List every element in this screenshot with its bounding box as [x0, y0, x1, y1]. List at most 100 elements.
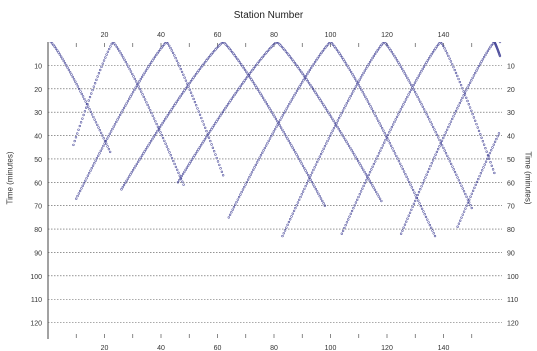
- data-point-series-3-right: [188, 88, 191, 91]
- data-point-series-7-left: [292, 209, 296, 213]
- data-point-series-7-left: [352, 90, 355, 93]
- data-point-series-8-right: [467, 103, 470, 106]
- data-point-series-7-left: [353, 87, 356, 91]
- data-point-series-2-right: [173, 162, 176, 166]
- data-point-series-8-left: [385, 136, 388, 139]
- data-point-series-8-right: [489, 161, 492, 164]
- data-point-series-8-left: [431, 50, 435, 54]
- data-point-series-8-left: [358, 193, 361, 196]
- data-point-series-7-right: [453, 170, 457, 174]
- data-point-series-5-left: [199, 144, 203, 147]
- data-point-series-9-left: [467, 84, 471, 87]
- data-point-series-2-right: [133, 77, 137, 81]
- data-point-series-8-left: [386, 133, 390, 137]
- data-point-series-7-right: [403, 72, 406, 75]
- data-point-series-4-left: [149, 139, 153, 143]
- data-point-series-7-left: [350, 92, 354, 95]
- data-point-series-7-right: [393, 54, 396, 58]
- data-point-series-7-right: [402, 69, 405, 73]
- data-point-series-6-left: [308, 68, 312, 72]
- data-point-series-4-left: [176, 98, 180, 101]
- data-point-series-10-left: [456, 225, 459, 228]
- data-point-series-7-left: [334, 124, 337, 127]
- data-point-series-7-left: [305, 182, 309, 185]
- data-point-series-10-left: [483, 163, 486, 166]
- data-point-series-8-left: [368, 171, 372, 174]
- data-point-series-2-right: [150, 111, 153, 115]
- data-point-series-3-left: [156, 51, 159, 55]
- data-point-series-4-left: [173, 104, 176, 107]
- data-point-series-5-left: [238, 86, 241, 89]
- data-point-series-7-right: [465, 195, 468, 199]
- data-point-series-5-right: [310, 85, 313, 89]
- data-point-series-7-right: [444, 152, 448, 155]
- data-point-series-8-left: [340, 232, 343, 235]
- data-point-series-4-right: [286, 137, 289, 140]
- data-point-series-9-left: [465, 89, 468, 92]
- data-point-series-7-left: [339, 114, 342, 117]
- data-point-series-5-left: [211, 126, 214, 129]
- data-point-series-5-left: [229, 99, 232, 102]
- data-point-series-5-right: [372, 186, 375, 189]
- data-point-series-8-left: [399, 108, 403, 111]
- data-point-series-10-left: [480, 169, 484, 172]
- data-point-series-1-right: [103, 139, 107, 143]
- data-point-series-5-left: [230, 97, 234, 100]
- data-point-series-5-right: [282, 47, 285, 50]
- data-point-series-2-right: [182, 183, 185, 186]
- data-point-series-7-right: [438, 138, 441, 142]
- data-point-series-8-left: [421, 67, 424, 71]
- y-tick-label-left: 70: [34, 204, 42, 211]
- data-point-series-7-right: [448, 160, 452, 163]
- data-point-series-7-left: [328, 134, 332, 138]
- data-point-series-7-right: [442, 146, 445, 150]
- data-point-series-6-right: [402, 170, 406, 173]
- data-point-series-5-left: [220, 112, 223, 116]
- data-point-series-7-left: [361, 73, 364, 77]
- data-point-series-9-left: [436, 147, 440, 151]
- data-point-series-2-left: [105, 53, 108, 56]
- data-point-series-6-left: [277, 120, 281, 124]
- data-point-series-4-left: [138, 158, 141, 161]
- data-point-series-4-right: [288, 142, 292, 145]
- data-point-series-7-left: [348, 97, 351, 100]
- data-point-series-5-right: [377, 195, 380, 198]
- data-point-series-7-left: [363, 69, 367, 72]
- data-point-series-7-right: [449, 162, 453, 166]
- data-point-series-3-right: [207, 136, 211, 139]
- data-point-series-5-right: [280, 45, 284, 49]
- data-point-series-10-left: [484, 160, 488, 163]
- data-point-series-8-left: [418, 72, 422, 75]
- data-point-series-4-right: [227, 46, 230, 49]
- data-point-series-2-right: [120, 54, 124, 57]
- data-point-series-2-right: [169, 154, 172, 157]
- data-point-series-6-right: [362, 93, 366, 96]
- data-point-series-3-right: [209, 139, 212, 143]
- data-point-series-4-left: [152, 135, 155, 139]
- data-point-series-5-right: [285, 51, 289, 55]
- data-point-series-6-right: [338, 52, 341, 55]
- data-point-series-1-right: [102, 137, 105, 140]
- data-point-series-6-left: [320, 51, 323, 54]
- data-point-series-8-right: [456, 74, 459, 78]
- data-point-series-5-right: [340, 132, 343, 135]
- data-point-series-8-right: [465, 96, 468, 99]
- data-point-series-8-left: [413, 81, 417, 84]
- data-point-series-6-right: [426, 218, 429, 221]
- data-point-series-5-left: [207, 132, 210, 135]
- data-point-series-8-right: [473, 119, 477, 122]
- chart-title: Station Number: [233, 10, 304, 21]
- data-point-series-3-left: [131, 90, 135, 94]
- data-point-series-8-left: [425, 61, 428, 64]
- data-point-series-1-right: [74, 80, 77, 83]
- x-tick-label-top: 120: [381, 32, 393, 39]
- data-point-series-7-left: [371, 56, 374, 60]
- y-tick-label-left: 40: [34, 134, 42, 141]
- data-point-series-6-left: [266, 142, 269, 145]
- data-point-series-3-right: [180, 70, 184, 74]
- data-point-series-4-left: [160, 123, 163, 127]
- data-point-series-4-right: [241, 65, 244, 68]
- data-point-series-6-right: [369, 105, 372, 108]
- data-point-series-10-left: [466, 201, 470, 204]
- data-point-series-9-left: [472, 74, 476, 77]
